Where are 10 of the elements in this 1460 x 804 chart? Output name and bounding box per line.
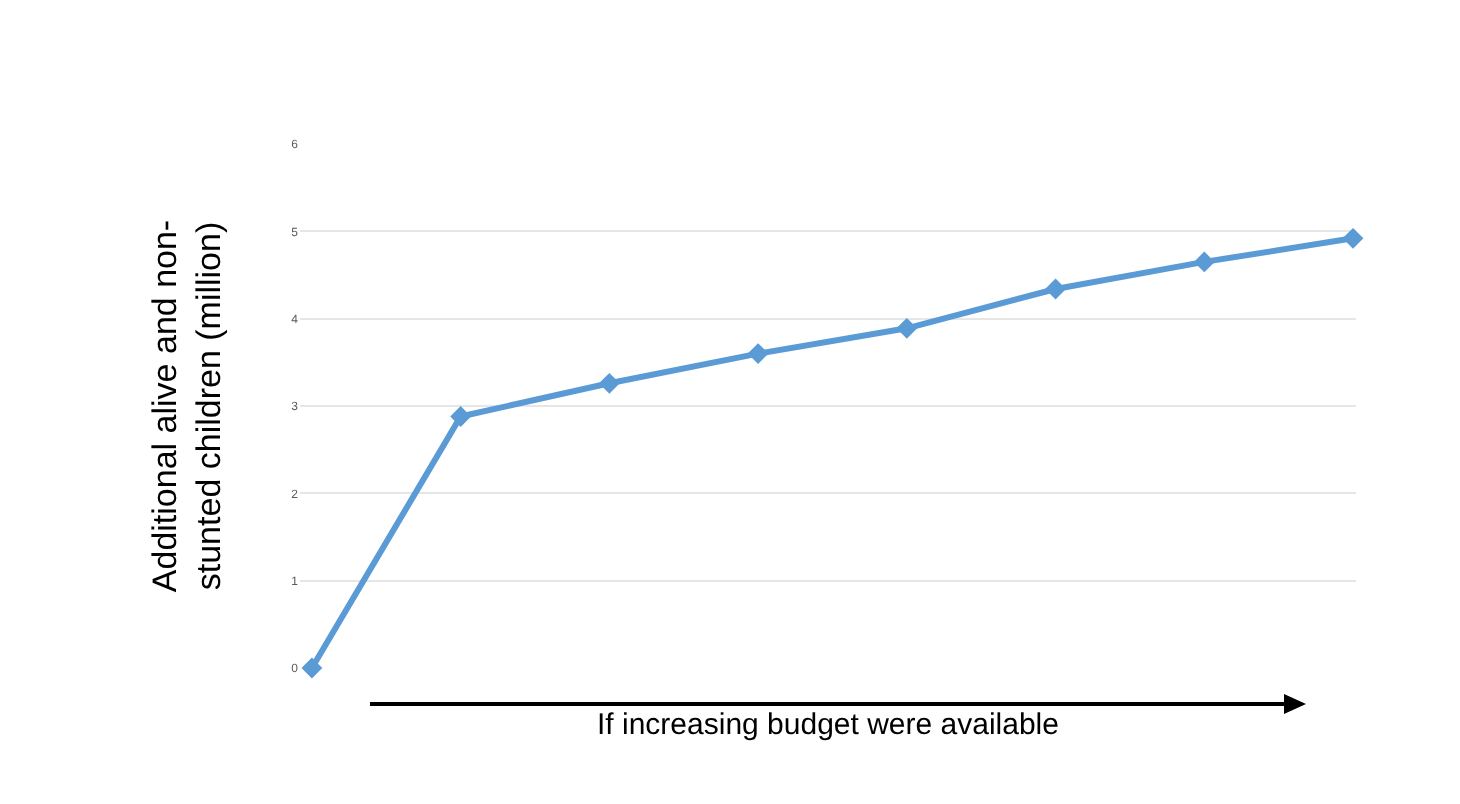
point [747,343,769,364]
x-axis-title: If increasing budget were available [597,708,1059,742]
y-axis-title: Additional alive and non-stunted children (million) [146,219,229,593]
point [1045,278,1066,300]
point [450,406,472,427]
point [896,317,918,339]
point [301,657,323,679]
point [1342,227,1364,249]
point [598,372,620,394]
point [1193,251,1215,273]
